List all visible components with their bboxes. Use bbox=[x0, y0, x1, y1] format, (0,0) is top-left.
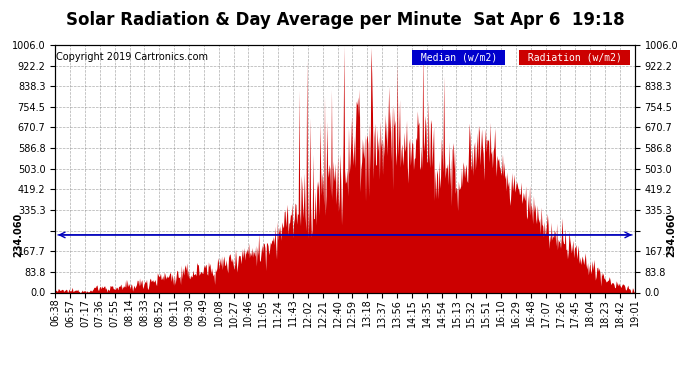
Text: 234.060: 234.060 bbox=[13, 213, 23, 257]
Text: Copyright 2019 Cartronics.com: Copyright 2019 Cartronics.com bbox=[57, 53, 208, 62]
Text: Radiation (w/m2): Radiation (w/m2) bbox=[522, 53, 627, 62]
Text: Median (w/m2): Median (w/m2) bbox=[415, 53, 503, 62]
Text: Solar Radiation & Day Average per Minute  Sat Apr 6  19:18: Solar Radiation & Day Average per Minute… bbox=[66, 11, 624, 29]
Text: 234.060: 234.060 bbox=[667, 213, 677, 257]
